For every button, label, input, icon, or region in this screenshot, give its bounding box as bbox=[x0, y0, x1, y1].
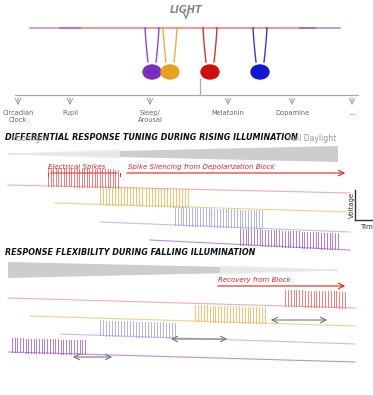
Ellipse shape bbox=[161, 65, 179, 79]
Text: Moonlight: Moonlight bbox=[10, 134, 48, 143]
Text: Electrical Spikes: Electrical Spikes bbox=[48, 164, 106, 170]
Text: Full Daylight: Full Daylight bbox=[288, 134, 336, 143]
Ellipse shape bbox=[143, 65, 161, 79]
Text: RESPONSE FLEXIBILITY DURING FALLING ILLUMINATION: RESPONSE FLEXIBILITY DURING FALLING ILLU… bbox=[5, 248, 256, 257]
Text: ...: ... bbox=[349, 110, 355, 116]
Ellipse shape bbox=[251, 65, 269, 79]
Text: Melatonin: Melatonin bbox=[211, 110, 244, 116]
Text: LIGHT: LIGHT bbox=[170, 5, 202, 15]
Polygon shape bbox=[8, 146, 338, 162]
Text: Sleep/
Arousal: Sleep/ Arousal bbox=[138, 110, 162, 123]
Polygon shape bbox=[220, 265, 338, 275]
Text: Time: Time bbox=[360, 224, 373, 230]
Text: Spike Silencing from Depolarization Block: Spike Silencing from Depolarization Bloc… bbox=[128, 164, 275, 170]
Text: Voltage: Voltage bbox=[349, 192, 355, 218]
Text: Recovery from Block: Recovery from Block bbox=[218, 277, 291, 283]
Text: Dopamine: Dopamine bbox=[275, 110, 309, 116]
Polygon shape bbox=[8, 262, 338, 278]
Polygon shape bbox=[8, 149, 120, 159]
Text: Pupil: Pupil bbox=[62, 110, 78, 116]
Text: DIFFERENTIAL RESPONSE TUNING DURING RISING ILLUMINATION: DIFFERENTIAL RESPONSE TUNING DURING RISI… bbox=[5, 133, 298, 142]
Ellipse shape bbox=[201, 65, 219, 79]
Text: Circadian
Clock: Circadian Clock bbox=[2, 110, 34, 123]
